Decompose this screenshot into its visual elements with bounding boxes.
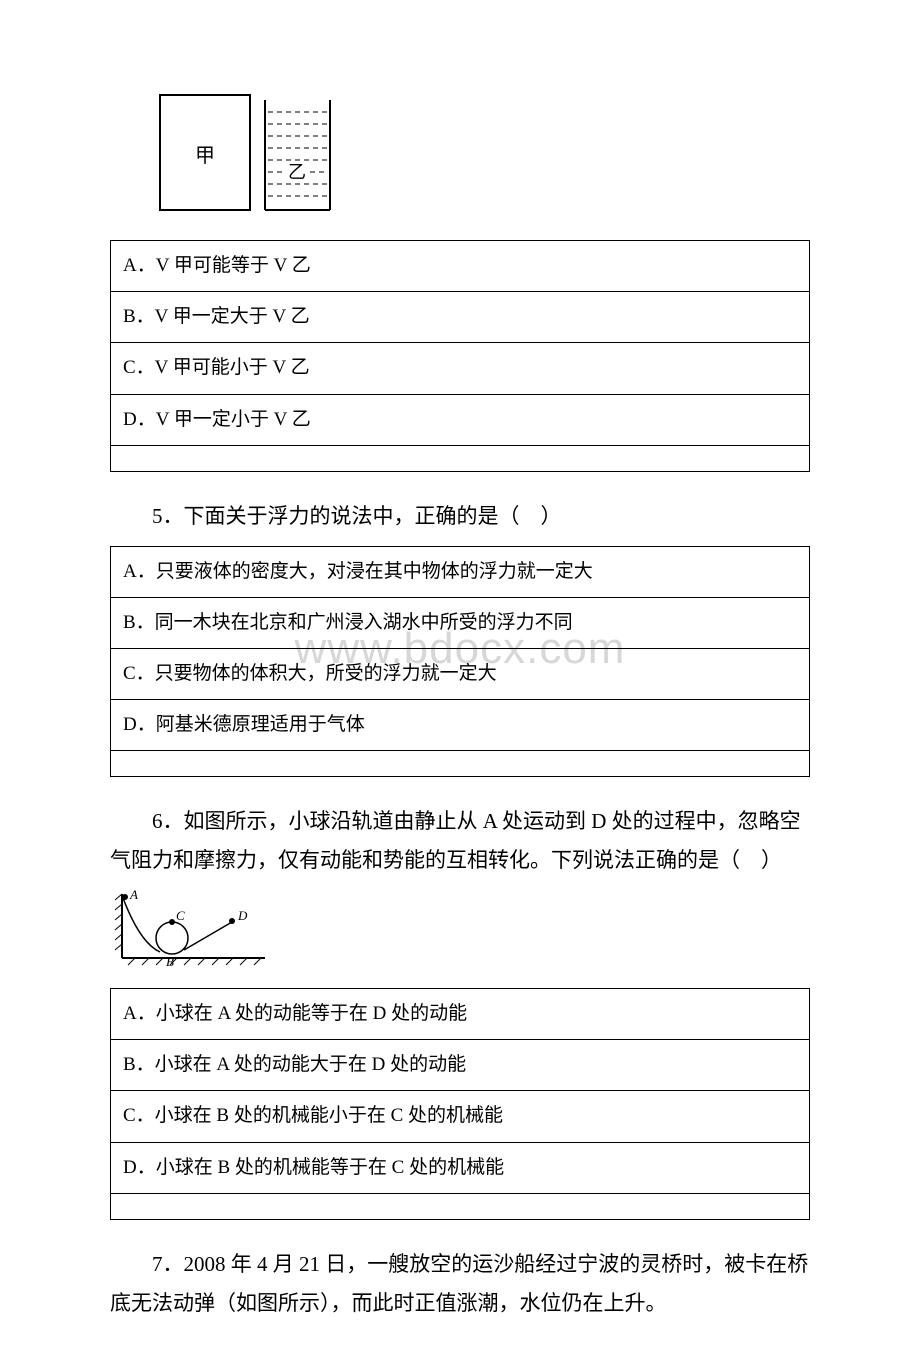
q5-choice-d: D．阿基米德原理适用于气体 (111, 700, 810, 751)
q6-empty-row (111, 1193, 810, 1219)
label-A: A (129, 888, 138, 902)
q5-stem: 5．下面关于浮力的说法中，正确的是（ ） (110, 497, 810, 536)
q7-stem: 7．2008 年 4 月 21 日，一艘放空的运沙船经过宁波的灵桥时，被卡在桥底… (110, 1245, 810, 1323)
label-B: B (166, 954, 174, 968)
q6-choice-b: B．小球在 A 处的动能大于在 D 处的动能 (111, 1040, 810, 1091)
label-yi: 乙 (288, 162, 306, 182)
q4-figure: 甲 乙 (150, 90, 810, 220)
q4-choice-b: B．V 甲一定大于 V 乙 (111, 292, 810, 343)
q5-choice-b: B．同一木块在北京和广州浸入湖水中所受的浮力不同 (111, 597, 810, 648)
q6-choices-table: A．小球在 A 处的动能等于在 D 处的动能 B．小球在 A 处的动能大于在 D… (110, 988, 810, 1220)
q4-choice-a: A．V 甲可能等于 V 乙 (111, 241, 810, 292)
q4-choices-table: A．V 甲可能等于 V 乙 B．V 甲一定大于 V 乙 C．V 甲可能小于 V … (110, 240, 810, 472)
label-C: C (176, 908, 185, 923)
q5-choice-a: A．只要液体的密度大，对浸在其中物体的浮力就一定大 (111, 546, 810, 597)
label-jia: 甲 (195, 145, 215, 167)
q6-choice-c: C．小球在 B 处的机械能小于在 C 处的机械能 (111, 1091, 810, 1142)
q6-figure: A C B D (110, 888, 810, 968)
q6-choice-a: A．小球在 A 处的动能等于在 D 处的动能 (111, 989, 810, 1040)
q6-stem: 6．如图所示，小球沿轨道由静止从 A 处运动到 D 处的过程中，忽略空气阻力和摩… (110, 802, 810, 880)
q5-empty-row (111, 751, 810, 777)
q5-choice-c: C．只要物体的体积大，所受的浮力就一定大 (111, 648, 810, 699)
label-D: D (237, 908, 248, 923)
q6-choice-d: D．小球在 B 处的机械能等于在 C 处的机械能 (111, 1142, 810, 1193)
q4-choice-d: D．V 甲一定小于 V 乙 (111, 394, 810, 445)
q4-choice-c: C．V 甲可能小于 V 乙 (111, 343, 810, 394)
q5-choices-table: A．只要液体的密度大，对浸在其中物体的浮力就一定大 B．同一木块在北京和广州浸入… (110, 546, 810, 778)
q4-empty-row (111, 445, 810, 471)
